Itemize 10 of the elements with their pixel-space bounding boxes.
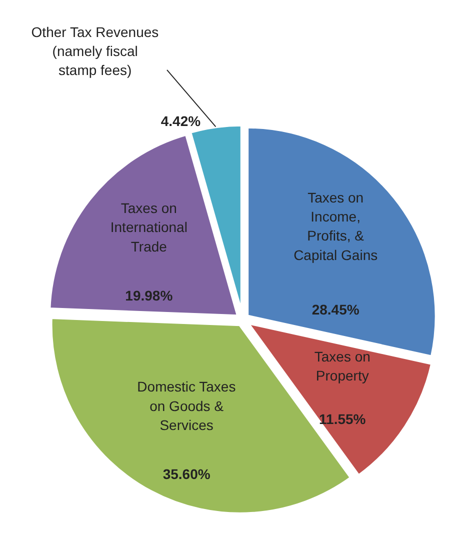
data-label: 4.42% (160, 113, 202, 129)
slice-label: Taxes on Income, Profits, & Capital Gains (294, 189, 378, 263)
data-label: 35.60% (162, 466, 211, 482)
slice-label: Other Tax Revenues (namely fiscal stamp fees) (31, 24, 159, 78)
data-label: 19.98% (125, 287, 174, 304)
data-label: 11.55% (319, 411, 366, 428)
slice-label: Taxes on International Trade (110, 200, 188, 254)
data-label: 28.45% (312, 301, 360, 318)
slice-label: Domestic Taxes on Goods & Services (137, 378, 236, 434)
slice-label: Taxes on Property (314, 348, 370, 384)
